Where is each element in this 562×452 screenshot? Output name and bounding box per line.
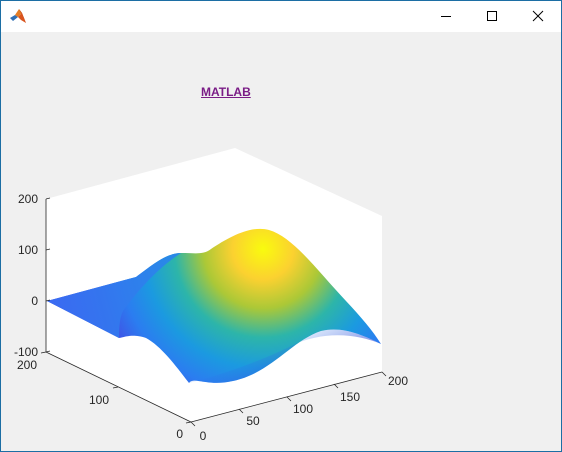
x-tick-label: 150 xyxy=(340,390,360,404)
x-tick-label: 100 xyxy=(293,402,313,416)
y-axis-ticks xyxy=(40,351,192,424)
close-button[interactable] xyxy=(515,1,561,31)
matlab-logo-icon xyxy=(10,9,26,23)
z-axis-ticks xyxy=(45,197,51,353)
minimize-button[interactable] xyxy=(423,1,469,31)
x-tick-label: 50 xyxy=(246,414,260,428)
title-bar[interactable] xyxy=(1,1,561,32)
maximize-button[interactable] xyxy=(469,1,515,31)
x-tick-label: 0 xyxy=(200,429,207,443)
close-icon xyxy=(532,10,544,22)
z-tick-label: 200 xyxy=(18,192,38,206)
matlab-hyperlink[interactable]: MATLAB xyxy=(201,85,251,99)
y-tick-label: 0 xyxy=(176,427,183,441)
minimize-icon xyxy=(441,16,451,17)
z-tick-label: 100 xyxy=(18,243,38,257)
z-tick-label: 0 xyxy=(31,294,38,308)
x-axis-ticks xyxy=(190,371,387,427)
surface-left-plane xyxy=(47,253,181,338)
surface xyxy=(47,228,381,383)
y-tick-label: 200 xyxy=(17,358,37,372)
y-tick-label: 100 xyxy=(89,393,109,407)
maximize-icon xyxy=(487,11,497,21)
z-tick-label: -100 xyxy=(14,345,38,359)
surface-trough-shade xyxy=(189,329,381,383)
axes-lines xyxy=(45,199,383,423)
surface-main xyxy=(47,228,381,383)
x-tick-label: 200 xyxy=(388,374,408,388)
